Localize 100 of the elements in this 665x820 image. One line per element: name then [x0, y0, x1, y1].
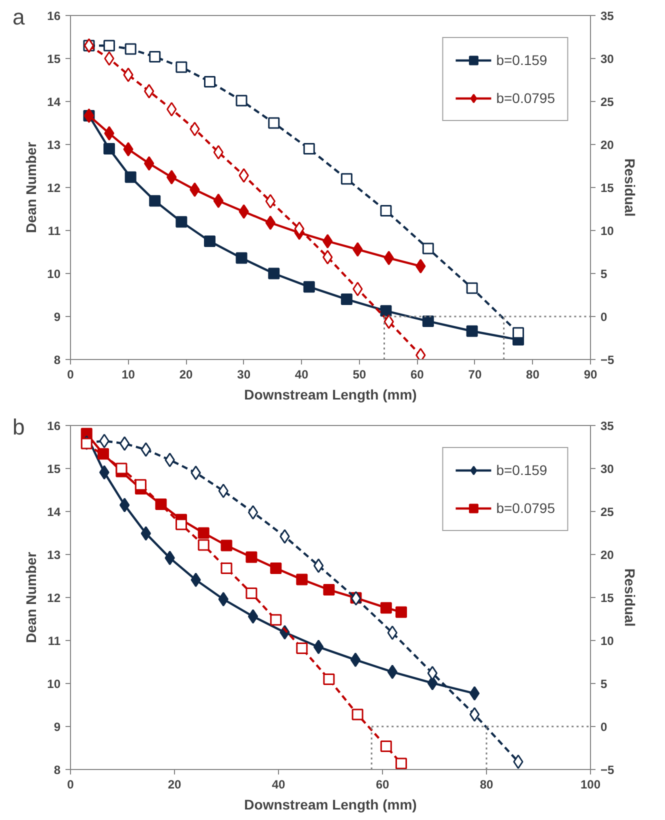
- point: [140, 442, 151, 457]
- point: [166, 102, 177, 116]
- y2-tick-label: 35: [600, 419, 614, 433]
- text: b: [12, 414, 25, 440]
- point: [198, 527, 210, 539]
- legend-label: b=0.0795: [496, 90, 555, 106]
- point: [513, 754, 524, 770]
- point: [265, 216, 276, 230]
- legend-label: b=0.0795: [496, 500, 555, 516]
- point: [190, 182, 200, 197]
- point: [427, 666, 438, 680]
- y2-tick-label: −5: [600, 763, 615, 777]
- point: [149, 51, 161, 63]
- x-axis-title: Downstream Length (mm): [244, 796, 417, 812]
- point: [350, 652, 361, 668]
- y2-tick-label: 30: [600, 462, 614, 476]
- point: [236, 94, 248, 106]
- point: [218, 592, 228, 606]
- point: [248, 609, 258, 624]
- point: [164, 452, 175, 468]
- point: [213, 194, 224, 208]
- point: [270, 562, 282, 574]
- point: [144, 84, 154, 98]
- x-tick-label: 10: [122, 368, 136, 382]
- point: [469, 686, 480, 701]
- point: [380, 740, 392, 752]
- point: [124, 171, 136, 183]
- point: [104, 126, 114, 141]
- point: [395, 758, 407, 770]
- point: [352, 708, 364, 720]
- point: [149, 195, 161, 207]
- x-tick-label: 20: [168, 778, 182, 792]
- y-tick-label: 14: [47, 95, 61, 109]
- point: [384, 314, 394, 329]
- point: [123, 142, 134, 156]
- y-tick-label: 9: [54, 720, 61, 734]
- point: [238, 204, 249, 219]
- y2-tick-label: 30: [600, 52, 614, 66]
- y-tick-label: 11: [48, 634, 61, 648]
- point: [380, 204, 392, 216]
- point: [270, 614, 282, 626]
- point: [248, 505, 258, 520]
- y-tick-label: 11: [48, 224, 61, 238]
- y2-axis-title: Residual: [622, 568, 638, 627]
- y-tick-label: 12: [47, 181, 61, 195]
- y2-tick-label: 0: [600, 720, 608, 734]
- legend-label: b=0.159: [496, 52, 548, 68]
- point: [176, 216, 188, 228]
- y2-tick-label: 25: [600, 505, 614, 519]
- point: [466, 282, 478, 294]
- point: [422, 315, 434, 327]
- y-tick-label: 16: [47, 419, 61, 433]
- point: [99, 465, 110, 480]
- x-tick-label: 40: [272, 778, 286, 792]
- point: [322, 250, 333, 264]
- y2-tick-label: 15: [600, 181, 614, 195]
- point: [103, 40, 115, 52]
- point: [204, 76, 216, 88]
- point: [176, 61, 188, 73]
- y2-tick-label: 5: [600, 677, 608, 691]
- y-tick-label: 13: [47, 548, 61, 562]
- point: [123, 68, 134, 82]
- point: [119, 436, 130, 451]
- point: [164, 550, 175, 566]
- y-tick-label: 15: [47, 52, 61, 66]
- point: [296, 642, 308, 654]
- y2-tick-label: 20: [600, 548, 614, 562]
- y-tick-label: 16: [47, 9, 61, 23]
- point: [246, 551, 258, 563]
- y-tick-label: 9: [54, 310, 61, 324]
- point: [422, 242, 434, 254]
- x-tick-label: 0: [67, 368, 74, 382]
- point: [416, 258, 426, 274]
- y2-tick-label: 15: [600, 591, 614, 605]
- y2-tick-label: 20: [600, 138, 614, 152]
- point: [512, 327, 524, 339]
- y-tick-label: 14: [47, 505, 61, 519]
- x-tick-label: 70: [468, 368, 482, 382]
- x-tick-label: 80: [480, 778, 494, 792]
- point: [190, 466, 201, 480]
- point: [246, 587, 258, 599]
- point: [352, 242, 363, 257]
- point: [313, 640, 324, 654]
- y2-tick-label: 10: [600, 634, 614, 648]
- point: [303, 143, 315, 155]
- x-tick-label: 40: [294, 368, 309, 382]
- point: [236, 252, 248, 264]
- point: [204, 236, 216, 247]
- point: [166, 170, 177, 184]
- point: [119, 498, 130, 512]
- point: [313, 558, 324, 573]
- y-tick-label: 15: [47, 462, 61, 476]
- point: [384, 250, 394, 266]
- x-tick-label: 80: [526, 368, 540, 382]
- y2-tick-label: −5: [600, 353, 615, 367]
- point: [340, 294, 352, 306]
- point: [238, 168, 249, 183]
- point: [99, 434, 110, 448]
- point: [380, 305, 392, 317]
- point: [220, 562, 232, 574]
